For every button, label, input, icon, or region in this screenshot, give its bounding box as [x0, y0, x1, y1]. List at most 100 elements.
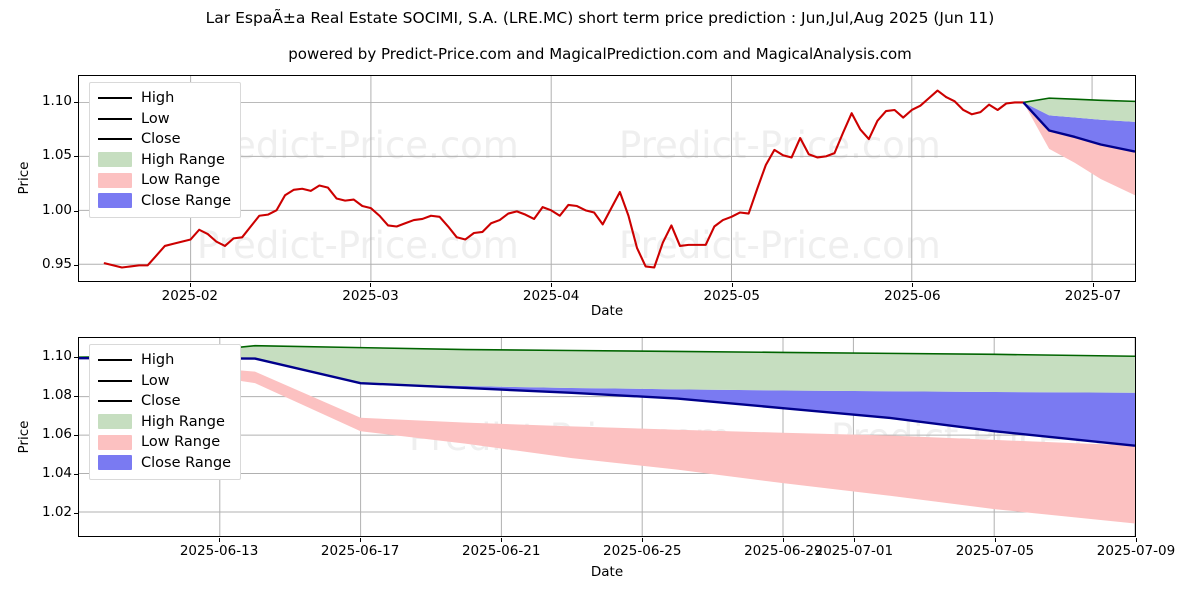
top-chart-legend: High Low Close High Range Low Range Close Ran…	[89, 82, 242, 218]
top-legend-close[interactable]: Close	[98, 129, 231, 150]
legend-low-label: Low	[141, 110, 170, 127]
bottom-ytick-mark	[74, 396, 78, 398]
top-legend-low[interactable]: Low	[98, 109, 231, 130]
bottom-xtick-mark	[219, 538, 221, 542]
chart-title: Lar EspaÃ±a Real Estate SOCIMI, S.A. (LR…	[205, 9, 995, 27]
legend-high-range-swatch-icon	[98, 414, 132, 430]
legend-high-range-swatch-icon	[98, 152, 132, 168]
top-ytick-mark	[74, 156, 78, 158]
top-xtick-label: 2025-06	[884, 288, 941, 304]
bottom-legend-close[interactable]: Close	[98, 391, 231, 412]
legend-close-label: Close	[141, 131, 181, 147]
top-ytick-label: 1.00	[41, 201, 72, 218]
bottom-legend-low[interactable]: Low	[98, 371, 231, 392]
bottom-xtick-mark	[360, 538, 362, 542]
top-xtick-mark	[551, 283, 553, 287]
bottom-xtick-label: 2025-07-09	[1096, 543, 1176, 559]
top-ytick-mark	[74, 210, 78, 212]
top-xtick-mark	[912, 283, 914, 287]
top-ytick-mark	[74, 265, 78, 267]
top-xtick-mark	[731, 283, 733, 287]
bottom-ytick-label: 1.02	[41, 503, 72, 520]
legend-low-range-label: Low Range	[141, 434, 221, 450]
bottom-ytick-mark	[74, 357, 78, 359]
series-line-low	[103, 89, 948, 269]
bottom-xtick-label: 2025-06-13	[179, 543, 259, 559]
legend-low-range-swatch-icon	[98, 434, 132, 450]
bottom-xtick-label: 2025-06-29	[744, 543, 823, 559]
top-xtick-label: 2025-02	[161, 288, 219, 304]
bottom-chart-legend: High Low Close High Range Low Range Close Ran…	[89, 344, 242, 480]
bottom-xtick-mark	[501, 538, 503, 542]
legend-low-label: Low	[141, 372, 170, 389]
top-legend-high[interactable]: High	[98, 88, 231, 109]
high-range-band	[1023, 98, 1135, 122]
top-xtick-label: 2025-07	[1064, 288, 1122, 304]
bottom-xtick-mark	[783, 538, 785, 542]
legend-high-swatch-icon	[98, 91, 132, 105]
bottom-xtick-mark	[642, 538, 644, 542]
bottom-ytick-label: 1.04	[41, 464, 72, 481]
legend-close-label: Close	[141, 393, 181, 409]
bottom-xtick-mark	[1136, 538, 1137, 542]
bottom-xtick-label: 2025-06-25	[603, 543, 682, 559]
legend-high-range-label: High Range	[141, 413, 225, 430]
top-ytick-label: 1.05	[41, 147, 72, 164]
legend-low-range-label: Low Range	[141, 172, 221, 188]
series-line-low-tail-	[945, 95, 1025, 116]
top-x-axis-label: Date	[590, 303, 624, 319]
legend-close-range-swatch-icon	[98, 455, 132, 471]
bottom-xtick-label: 2025-06-17	[320, 543, 400, 559]
bottom-ytick-label: 1.08	[41, 387, 72, 404]
legend-high-label: High	[141, 90, 175, 106]
bottom-legend-high[interactable]: High	[98, 350, 231, 371]
forecast-close-line	[1022, 101, 1135, 153]
high-range-band	[79, 345, 1135, 393]
legend-low-range-swatch-icon	[98, 172, 132, 188]
bottom-xtick-label: 2025-07-01	[814, 543, 894, 559]
legend-close-range-label: Close Range	[141, 454, 232, 471]
top-xtick-label: 2025-04	[522, 288, 580, 304]
chart-subtitle: powered by Predict-Price.com and Magical…	[288, 45, 912, 63]
legend-high-label: High	[141, 352, 175, 368]
top-xtick-label: 2025-05	[703, 288, 760, 304]
bottom-ytick-mark	[74, 435, 78, 437]
bottom-xtick-label: 2025-06-21	[461, 543, 541, 559]
legend-close-swatch-icon	[98, 132, 132, 146]
forecast-bands	[1023, 98, 1135, 196]
top-ytick-mark	[74, 101, 78, 103]
bottom-ytick-label: 1.06	[41, 426, 72, 443]
top-legend-close-range[interactable]: Close Range	[98, 191, 231, 212]
top-ytick-label: 0.95	[41, 256, 72, 273]
top-xtick-label: 2025-03	[342, 288, 399, 304]
low-range-band	[79, 358, 1135, 524]
bottom-legend-low-range[interactable]: Low Range	[98, 432, 231, 453]
bottom-x-axis-label: Date	[590, 564, 624, 580]
top-xtick-mark	[189, 283, 191, 287]
forecast-high-line	[1023, 97, 1135, 104]
bottom-ytick-label: 1.10	[41, 348, 72, 365]
bottom-xtick-mark	[994, 538, 996, 542]
legend-high-range-label: High Range	[141, 151, 225, 168]
bottom-legend-high-range[interactable]: High Range	[98, 412, 231, 433]
top-xtick-mark	[370, 283, 372, 287]
forecast-bands	[79, 345, 1135, 524]
bottom-legend-close-range[interactable]: Close Range	[98, 453, 231, 474]
close-range-band	[1023, 102, 1135, 152]
bottom-ytick-mark	[74, 512, 78, 514]
close-range-band	[79, 358, 1135, 446]
legend-close-range-label: Close Range	[141, 192, 232, 209]
legend-low-swatch-icon	[98, 374, 132, 388]
low-range-band	[1023, 102, 1135, 196]
legend-low-swatch-icon	[98, 112, 132, 126]
bottom-xtick-label: 2025-07-05	[955, 543, 1035, 559]
bottom-ytick-mark	[74, 473, 78, 475]
bottom-chart-canvas	[79, 338, 1135, 536]
top-legend-high-range[interactable]: High Range	[98, 150, 231, 171]
top-legend-low-range[interactable]: Low Range	[98, 170, 231, 191]
top-xtick-mark	[1092, 283, 1094, 287]
legend-close-swatch-icon	[98, 394, 132, 408]
bottom-xtick-mark	[853, 538, 855, 542]
legend-high-swatch-icon	[98, 353, 132, 367]
